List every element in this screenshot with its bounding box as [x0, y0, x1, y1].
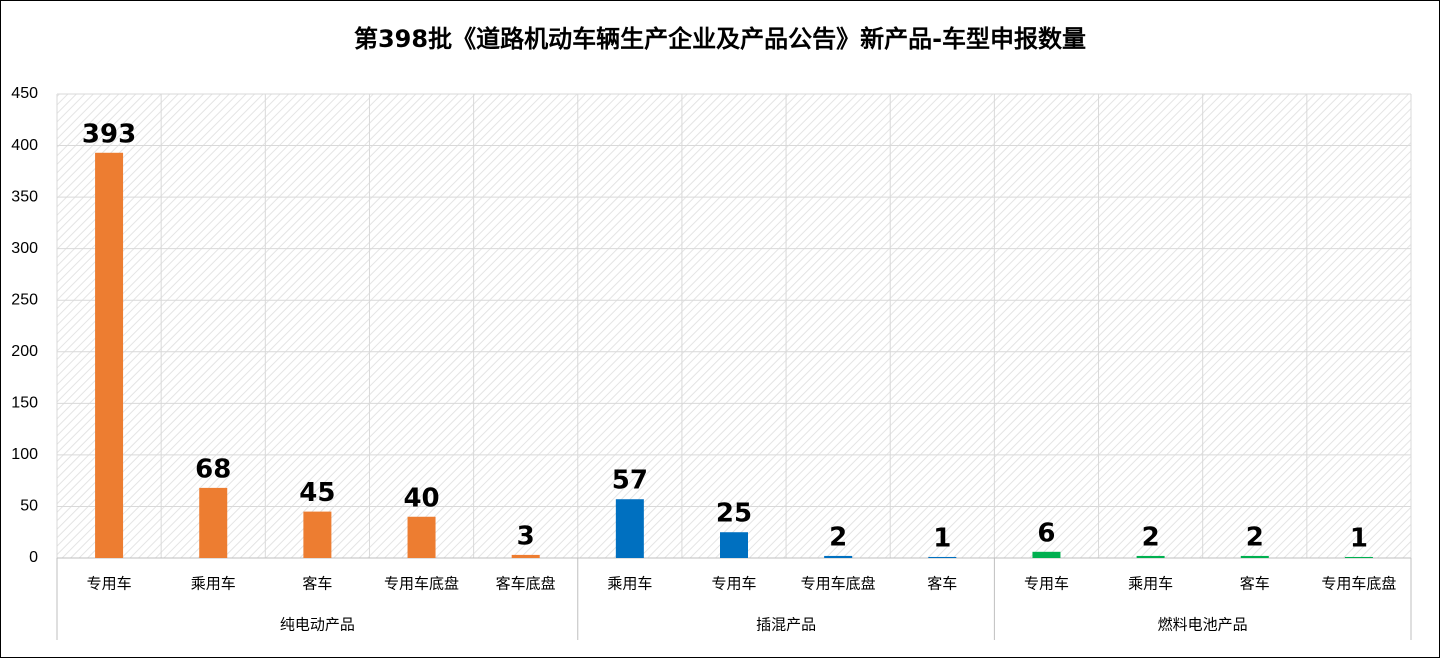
bar — [1240, 555, 1269, 558]
value-label: 6 — [1037, 518, 1055, 548]
x-tick-label: 乘用车 — [1128, 575, 1173, 593]
x-tick-label: 专用车底盘 — [384, 575, 459, 593]
bar — [1136, 555, 1165, 558]
y-tick-label: 450 — [11, 85, 38, 102]
x-tick-label: 乘用车 — [607, 575, 652, 593]
bar — [1032, 551, 1061, 558]
bar — [615, 499, 644, 558]
x-tick-label: 乘用车 — [191, 575, 236, 593]
x-tick-label: 专用车 — [87, 575, 132, 593]
value-label: 45 — [299, 478, 335, 508]
y-tick-label: 250 — [11, 291, 38, 308]
value-label: 1 — [1350, 523, 1368, 553]
y-tick-label: 400 — [11, 137, 38, 154]
value-label: 25 — [716, 499, 752, 529]
y-tick-label: 350 — [11, 188, 38, 205]
bar — [199, 487, 228, 558]
bar — [824, 555, 853, 558]
value-label: 2 — [829, 522, 847, 552]
value-label: 57 — [612, 466, 648, 496]
bar — [407, 516, 436, 558]
y-tick-label: 200 — [11, 343, 38, 360]
value-label: 393 — [82, 119, 136, 149]
value-label: 3 — [517, 521, 535, 551]
x-tick-label: 专用车 — [1024, 575, 1069, 593]
chart-title: 第398批《道路机动车辆生产企业及产品公告》新产品-车型申报数量 — [354, 25, 1086, 53]
y-tick-label: 0 — [29, 549, 38, 566]
bar — [720, 532, 748, 558]
x-tick-label: 客车 — [927, 575, 957, 593]
x-tick-label: 专用车 — [711, 575, 756, 593]
bar — [1344, 556, 1373, 558]
value-label: 2 — [1142, 522, 1160, 552]
bar — [95, 152, 124, 559]
value-label: 1 — [933, 523, 951, 553]
bar — [928, 556, 957, 558]
x-tick-label: 客车底盘 — [496, 575, 556, 593]
y-tick-label: 300 — [11, 240, 38, 257]
value-label: 2 — [1246, 522, 1264, 552]
value-label: 68 — [195, 454, 231, 484]
y-tick-label: 100 — [11, 446, 38, 463]
x-tick-label: 专用车底盘 — [801, 575, 876, 593]
x-tick-label: 客车 — [1240, 575, 1270, 593]
plot-area — [57, 94, 1411, 558]
value-label: 40 — [403, 483, 439, 513]
x-tick-label: 客车 — [302, 575, 332, 593]
bar — [303, 511, 332, 558]
group-label: 纯电动产品 — [280, 616, 355, 634]
group-label: 插混产品 — [756, 616, 816, 634]
y-tick-label: 150 — [11, 395, 38, 412]
group-label: 燃料电池产品 — [1158, 616, 1248, 634]
y-tick-label: 50 — [20, 498, 38, 515]
x-tick-label: 专用车底盘 — [1321, 575, 1396, 593]
bar — [511, 554, 540, 558]
